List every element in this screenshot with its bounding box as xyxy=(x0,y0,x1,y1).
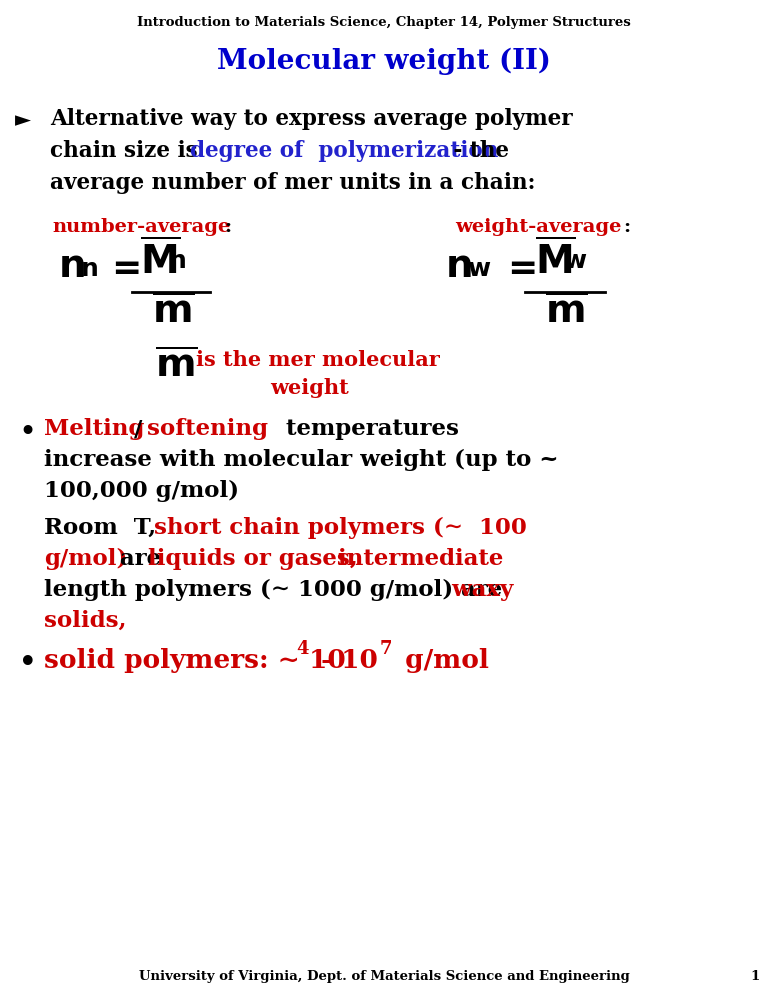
Text: g/mol): g/mol) xyxy=(44,548,127,571)
Text: - 10: - 10 xyxy=(312,648,378,673)
Text: increase with molecular weight (up to ~: increase with molecular weight (up to ~ xyxy=(44,449,558,471)
Text: $\mathbf{=}$: $\mathbf{=}$ xyxy=(500,250,535,284)
Text: ►: ► xyxy=(15,110,31,130)
Text: weight-average: weight-average xyxy=(455,218,621,236)
Text: $\overline{\mathbf{m}}$: $\overline{\mathbf{m}}$ xyxy=(545,294,588,331)
Text: $\overline{\mathbf{m}}$: $\overline{\mathbf{m}}$ xyxy=(155,348,197,385)
Text: Room  T,: Room T, xyxy=(44,517,156,539)
Text: $\mathbf{n}$: $\mathbf{n}$ xyxy=(168,250,186,273)
Text: waxy: waxy xyxy=(444,579,513,601)
Text: g/mol: g/mol xyxy=(396,648,489,673)
Text: $\overline{\mathbf{M}}$: $\overline{\mathbf{M}}$ xyxy=(535,240,576,282)
Text: 1: 1 xyxy=(750,970,760,983)
Text: 100,000 g/mol): 100,000 g/mol) xyxy=(44,480,239,502)
Text: solids,: solids, xyxy=(44,610,127,632)
Text: •: • xyxy=(18,418,36,449)
Text: /: / xyxy=(126,418,142,440)
Text: Melting: Melting xyxy=(44,418,144,440)
Text: $\overline{\mathbf{M}}$: $\overline{\mathbf{M}}$ xyxy=(140,240,180,282)
Text: are: are xyxy=(112,548,169,570)
Text: University of Virginia, Dept. of Materials Science and Engineering: University of Virginia, Dept. of Materia… xyxy=(139,970,629,983)
Text: •: • xyxy=(18,648,38,680)
Text: 7: 7 xyxy=(380,640,392,658)
Text: temperatures: temperatures xyxy=(254,418,459,440)
Text: length polymers (∼ 1000 g/mol) are: length polymers (∼ 1000 g/mol) are xyxy=(44,579,502,601)
Text: $\overline{\mathbf{m}}$: $\overline{\mathbf{m}}$ xyxy=(152,294,194,331)
Text: chain size is: chain size is xyxy=(50,140,205,162)
Text: average number of mer units in a chain:: average number of mer units in a chain: xyxy=(50,172,535,194)
Text: :: : xyxy=(224,218,231,236)
Text: $\mathbf{=}$: $\mathbf{=}$ xyxy=(104,250,140,284)
Text: Alternative way to express average polymer: Alternative way to express average polym… xyxy=(50,108,573,130)
Text: Introduction to Materials Science, Chapter 14, Polymer Structures: Introduction to Materials Science, Chapt… xyxy=(137,16,631,29)
Text: 4: 4 xyxy=(296,640,309,658)
Text: is the mer molecular: is the mer molecular xyxy=(196,350,440,370)
Text: Molecular weight (II): Molecular weight (II) xyxy=(217,48,551,76)
Text: softening: softening xyxy=(147,418,268,440)
Text: solid polymers: ∼ 10: solid polymers: ∼ 10 xyxy=(44,648,346,673)
Text: intermediate: intermediate xyxy=(330,548,503,570)
Text: - the: - the xyxy=(446,140,509,162)
Text: short chain polymers (∼  100: short chain polymers (∼ 100 xyxy=(146,517,527,539)
Text: $\mathbf{n}$: $\mathbf{n}$ xyxy=(445,248,472,285)
Text: $\mathbf{n}$: $\mathbf{n}$ xyxy=(80,258,98,281)
Text: degree of  polymerization: degree of polymerization xyxy=(190,140,498,162)
Text: $\mathbf{w}$: $\mathbf{w}$ xyxy=(563,250,588,273)
Text: number-average: number-average xyxy=(52,218,230,236)
Text: liquids or gases,: liquids or gases, xyxy=(148,548,358,570)
Text: weight: weight xyxy=(270,378,349,398)
Text: $\mathbf{w}$: $\mathbf{w}$ xyxy=(467,258,492,281)
Text: $\mathbf{n}$: $\mathbf{n}$ xyxy=(58,248,84,285)
Text: :: : xyxy=(623,218,630,236)
